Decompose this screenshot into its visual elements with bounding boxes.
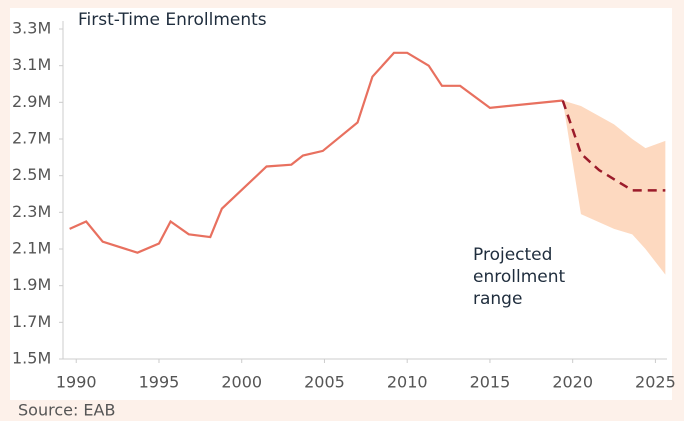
- y-tick-label: 2.5M: [12, 165, 51, 184]
- y-tick-label: 3.3M: [12, 19, 51, 38]
- y-tick-label: 2.1M: [12, 239, 51, 258]
- y-tick-label: 2.3M: [12, 202, 51, 221]
- x-tick-label: 1990: [56, 373, 97, 392]
- annotation: Projected: [473, 245, 552, 265]
- projection-line: [561, 100, 666, 192]
- annotation: range: [473, 289, 522, 309]
- x-tick-label: 2010: [387, 373, 428, 392]
- source: Source: EAB: [18, 401, 115, 420]
- x-tick-label: 2015: [470, 373, 511, 392]
- y-tick-label: 3.1M: [12, 55, 51, 74]
- y-tick-label: 1.7M: [12, 312, 51, 331]
- plot-panel: [10, 8, 672, 400]
- x-tick-label: 2020: [552, 373, 593, 392]
- enrollment-line: [69, 51, 563, 254]
- projection-range: [562, 100, 666, 275]
- y-tick-label: 1.9M: [12, 275, 51, 294]
- x-tick-label: 2025: [635, 373, 676, 392]
- x-tick-label: 2000: [221, 373, 262, 392]
- y-tick-label: 2.7M: [12, 129, 51, 148]
- y-tick-label: 1.5M: [12, 349, 51, 368]
- chart-title: First-Time Enrollments: [78, 10, 267, 30]
- annotation: enrollment: [473, 267, 565, 287]
- x-tick-label: 2005: [304, 373, 345, 392]
- x-tick-label: 1995: [139, 373, 180, 392]
- y-tick-label: 2.9M: [12, 92, 51, 111]
